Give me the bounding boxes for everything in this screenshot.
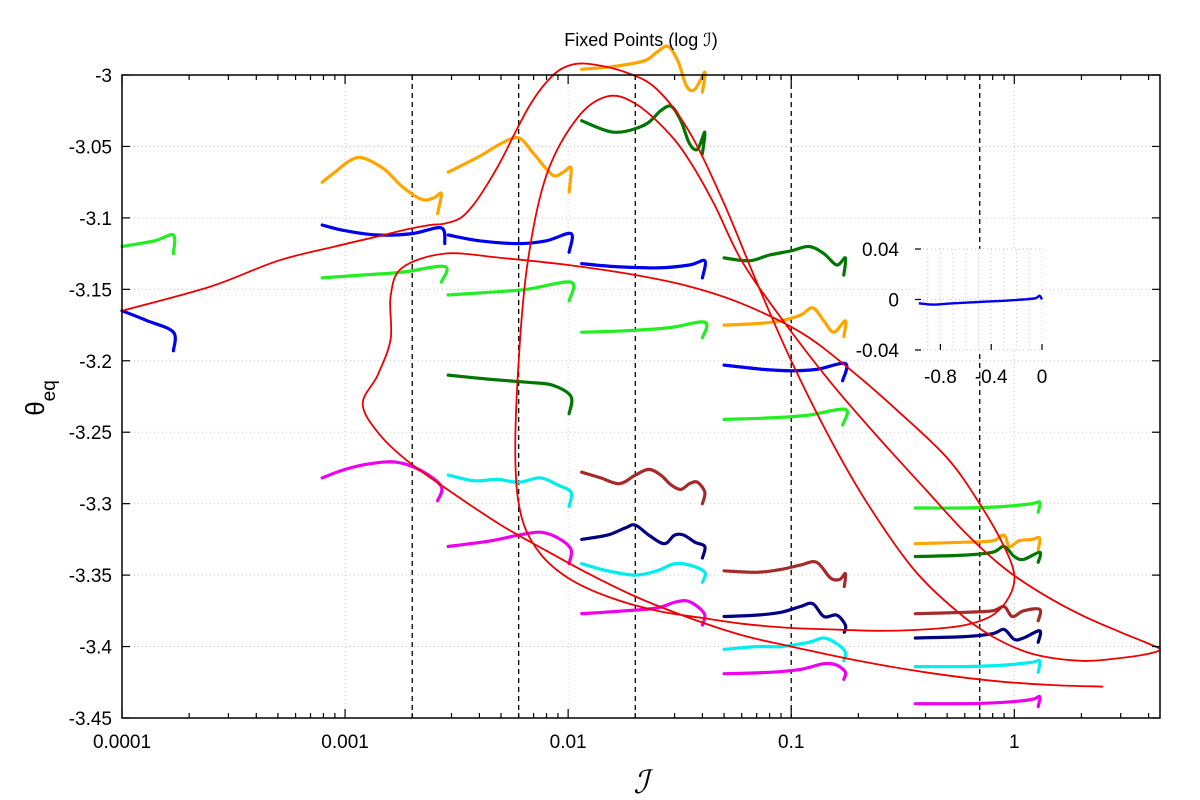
fixed-point-segment (580, 598, 707, 627)
fixed-point-segment (446, 373, 574, 416)
inset-y-tick-label: 0 (888, 291, 899, 312)
y-tick-label: -3.1 (79, 209, 112, 230)
fixed-point-segment (722, 601, 848, 634)
inset-x-tick-label: -0.8 (924, 367, 957, 388)
axis-ticks: -3 -3.05 -3.1 -3.15 -3.2 -3.25 -3.3 -3.35 -3.4 -3… (69, 66, 1160, 753)
y-tick-label: -3.45 (69, 709, 112, 730)
grid (121, 74, 1160, 719)
fixed-point-segment (320, 155, 443, 216)
y-tick-label: -3.15 (69, 280, 112, 301)
fixed-point-segment (446, 280, 576, 303)
inset-series (918, 294, 1044, 306)
fixed-point-segment (722, 661, 848, 681)
fixed-point-segment (722, 306, 848, 339)
x-tick-label: 0.1 (778, 732, 804, 753)
fixed-point-segment (913, 500, 1042, 514)
fixed-point-segment (446, 135, 573, 194)
fixed-point-segment (722, 560, 848, 589)
y-tick-label: -3.25 (69, 423, 112, 444)
fixed-point-segment (913, 544, 1043, 564)
x-tick-label: 0.01 (550, 732, 587, 753)
y-axis-label: θeq (20, 380, 60, 416)
fixed-point-segment (913, 658, 1042, 674)
fixed-point-segment (913, 694, 1042, 709)
fixed-point-segment (580, 258, 708, 280)
fixed-point-segment (120, 309, 177, 353)
fixed-point-segment (580, 523, 707, 560)
y-tick-label: -3.35 (69, 566, 112, 587)
fixed-point-segment (320, 264, 449, 284)
fixed-point-segment (580, 44, 707, 94)
y-tick-label: -3 (95, 66, 112, 87)
fixed-point-segment (580, 561, 708, 584)
x-tick-label: 0.0001 (93, 732, 151, 753)
fixed-point-segment (722, 407, 850, 427)
x-tick-label: 1 (1009, 732, 1020, 753)
fixed-point-segment (120, 232, 177, 256)
fixed-point-segment (722, 361, 849, 383)
chart-title: Fixed Points (log ℐ) (564, 30, 718, 50)
fixed-point-segment (446, 473, 574, 509)
fixed-point-segment (446, 530, 574, 566)
fixed-point-segment (913, 627, 1043, 644)
inset-y-tick-label: -0.04 (856, 341, 900, 362)
inset-x-tick-label: -0.4 (975, 367, 1008, 388)
y-tick-label: -3.4 (79, 638, 112, 659)
data-series (120, 44, 1161, 709)
y-tick-label: -3.3 (79, 495, 112, 516)
fixed-point-segment (580, 467, 707, 506)
x-axis-label: ℐ (633, 764, 653, 800)
fixed-point-segment (722, 636, 848, 663)
y-tick-label: -3.2 (79, 352, 112, 373)
x-tick-label: 0.001 (321, 732, 369, 753)
y-tick-label: -3.05 (69, 137, 112, 158)
inset-x-tick-label: 0 (1037, 367, 1048, 388)
fixed-point-segment (722, 244, 848, 277)
fixed-point-segment (320, 460, 444, 503)
fixed-point-segment (913, 604, 1043, 623)
fixed-point-segment (913, 533, 1042, 551)
inset-plot: 0.04 0 -0.04 -0.8 -0.4 0 (856, 240, 1048, 388)
plot-frame (121, 74, 1161, 719)
fixed-point-segment (446, 231, 574, 254)
fixed-point-segment (580, 320, 709, 340)
fixed-point-segment (320, 223, 447, 246)
main-curve (121, 62, 1161, 688)
inset-y-tick-label: 0.04 (862, 240, 899, 261)
